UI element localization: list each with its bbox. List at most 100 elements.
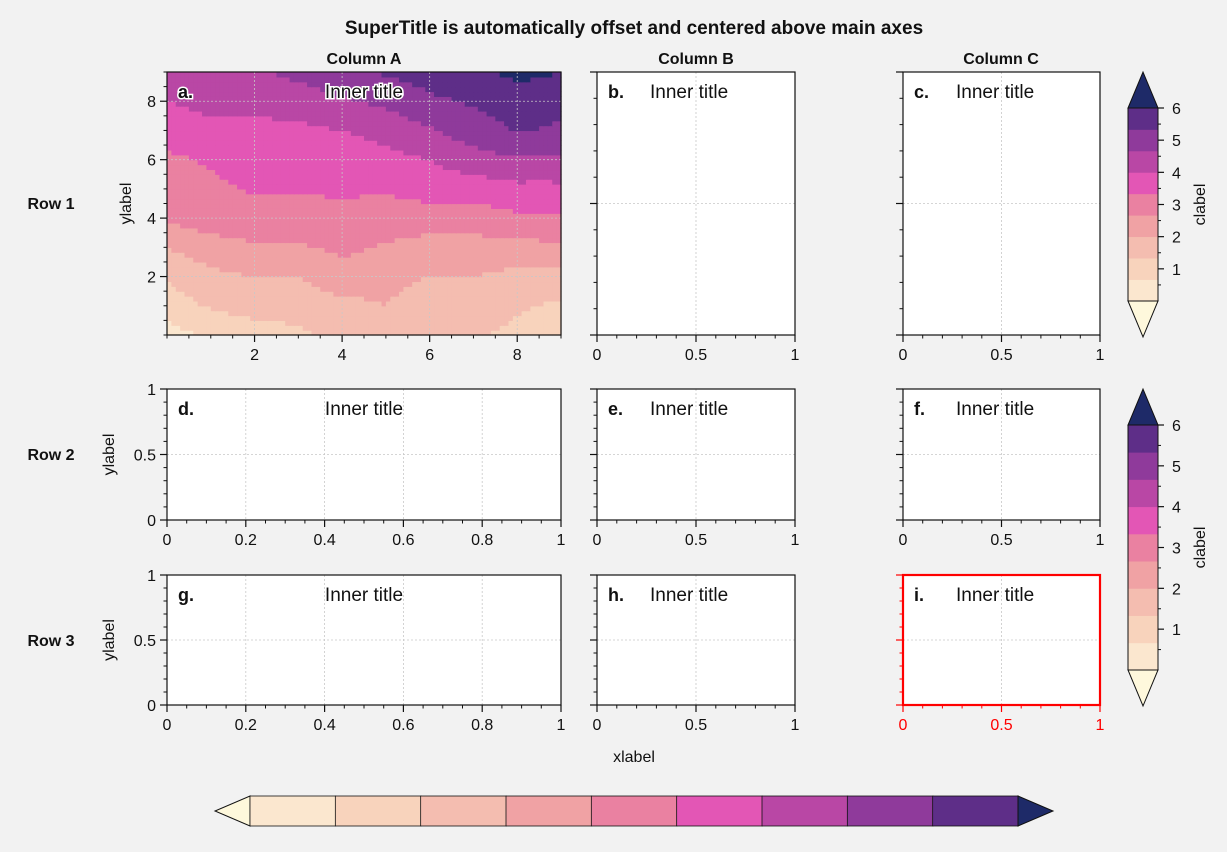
heatmap-cell <box>385 237 391 244</box>
heatmap-cell <box>337 96 343 102</box>
heatmap-cell <box>346 310 352 317</box>
heatmap-cell <box>175 257 181 263</box>
heatmap-cell <box>517 81 523 88</box>
heatmap-cell <box>556 247 562 253</box>
heatmap-cell <box>188 135 194 141</box>
heatmap-cell <box>525 257 531 263</box>
heatmap-cell <box>202 115 207 122</box>
heatmap-cell <box>355 115 361 122</box>
heatmap-cell <box>346 130 352 136</box>
heatmap-cell <box>276 145 282 151</box>
heatmap-cell <box>429 198 435 205</box>
heatmap-cell <box>355 237 361 244</box>
heatmap-cell <box>180 169 186 175</box>
heatmap-cell <box>394 325 400 331</box>
heatmap-cell <box>193 110 199 117</box>
heatmap-cell <box>455 227 461 234</box>
heatmap-cell <box>482 227 488 234</box>
heatmap-cell <box>188 72 194 78</box>
heatmap-cell <box>342 154 348 161</box>
heatmap-cell <box>350 76 356 83</box>
heatmap-cell <box>490 271 496 278</box>
heatmap-cell <box>320 310 326 317</box>
heatmap-cell <box>556 81 562 88</box>
heatmap-cell <box>552 286 558 292</box>
heatmap-cell <box>521 159 527 166</box>
heatmap-cell <box>280 291 286 297</box>
heatmap-cell <box>416 286 422 292</box>
heatmap-cell <box>342 101 348 107</box>
heatmap-cell <box>377 198 383 205</box>
heatmap-cell <box>206 208 212 214</box>
heatmap-cell <box>451 208 457 214</box>
heatmap-cell <box>267 135 273 141</box>
heatmap-cell <box>394 300 400 307</box>
heatmap-cell <box>232 315 238 321</box>
heatmap-cell <box>508 325 514 331</box>
heatmap-cell <box>469 169 475 175</box>
heatmap-cell <box>442 169 448 175</box>
heatmap-cell <box>250 325 256 331</box>
heatmap-cell <box>364 286 369 292</box>
heatmap-cell <box>197 227 203 234</box>
heatmap-cell <box>539 286 545 292</box>
heatmap-cell <box>202 276 207 283</box>
heatmap-cell <box>556 232 562 239</box>
heatmap-cell <box>315 193 321 200</box>
heatmap-cell <box>254 125 260 132</box>
heatmap-cell <box>293 120 299 127</box>
heatmap-cell <box>512 296 518 302</box>
heatmap-cell <box>293 188 299 195</box>
heatmap-cell <box>324 169 330 175</box>
heatmap-cell <box>184 305 190 312</box>
heatmap-cell <box>399 149 404 156</box>
heatmap-cell <box>315 81 321 88</box>
heatmap-cell <box>245 101 251 107</box>
heatmap-cell <box>289 276 295 283</box>
heatmap-cell <box>267 325 273 331</box>
heatmap-cell <box>324 261 330 268</box>
heatmap-cell <box>543 252 549 258</box>
heatmap-cell <box>499 149 505 156</box>
heatmap-cell <box>350 106 356 112</box>
heatmap-cell <box>447 169 453 175</box>
heatmap-cell <box>434 247 440 253</box>
heatmap-cell <box>346 76 352 83</box>
heatmap-cell <box>495 120 501 127</box>
heatmap-cell <box>547 281 553 287</box>
heatmap-cell <box>350 169 356 175</box>
heatmap-cell <box>530 174 536 180</box>
heatmap-cell <box>202 232 207 239</box>
heatmap-cell <box>285 291 291 297</box>
heatmap-cell <box>223 261 229 268</box>
heatmap-cell <box>215 130 221 136</box>
heatmap-cell <box>499 76 505 83</box>
heatmap-cell <box>504 135 510 141</box>
heatmap-cell <box>482 115 488 122</box>
heatmap-cell <box>425 120 431 127</box>
heatmap-cell <box>539 320 545 326</box>
heatmap-cell <box>377 149 383 156</box>
heatmap-cell <box>534 81 540 88</box>
heatmap-cell <box>342 315 348 321</box>
heatmap-cell <box>215 276 221 283</box>
heatmap-cell <box>407 208 413 214</box>
heatmap-cell <box>254 203 260 209</box>
heatmap-cell <box>206 101 212 107</box>
heatmap-cell <box>547 76 553 83</box>
heatmap-cell <box>184 257 190 263</box>
heatmap-cell <box>403 208 409 214</box>
heatmap-cell <box>385 110 391 117</box>
heatmap-cell <box>333 159 339 166</box>
heatmap-cell <box>412 135 418 141</box>
heatmap-cell <box>219 315 225 321</box>
heatmap-cell <box>473 227 479 234</box>
heatmap-cell <box>442 96 448 102</box>
heatmap-cell <box>499 115 505 122</box>
heatmap-cell <box>482 101 488 107</box>
heatmap-cell <box>473 296 479 302</box>
heatmap-cell <box>328 252 334 258</box>
heatmap-cell <box>210 96 216 102</box>
heatmap-cell <box>245 76 251 83</box>
heatmap-cell <box>381 81 387 88</box>
